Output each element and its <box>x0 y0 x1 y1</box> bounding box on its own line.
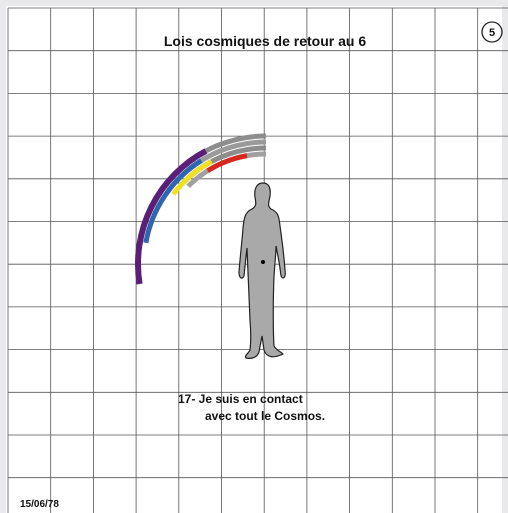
title: Lois cosmiques de retour au 6 <box>164 33 366 49</box>
caption-line: 17- Je suis en contact <box>178 392 303 406</box>
page: 5 Lois cosmiques de retour au 6 17- Je s… <box>0 0 508 513</box>
date: 15/06/78 <box>20 499 59 510</box>
center-dot <box>261 260 265 264</box>
page-number: 5 <box>489 27 495 39</box>
caption-line: avec tout le Cosmos. <box>205 409 325 423</box>
